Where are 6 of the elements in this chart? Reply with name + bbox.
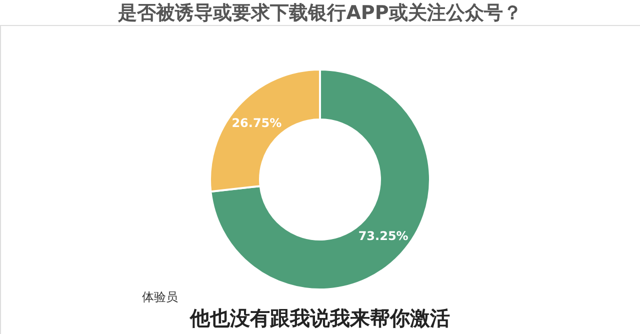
data-label: 26.75%	[232, 116, 282, 130]
text: 他也没有跟我说我来帮你激活	[189, 306, 450, 330]
text: 体验员	[142, 290, 178, 304]
data-label: 73.25%	[358, 229, 408, 244]
chart-title: 是否被诱导或要求下载银行APP或关注公众号？	[117, 2, 522, 24]
donut-slice	[210, 68, 431, 290]
